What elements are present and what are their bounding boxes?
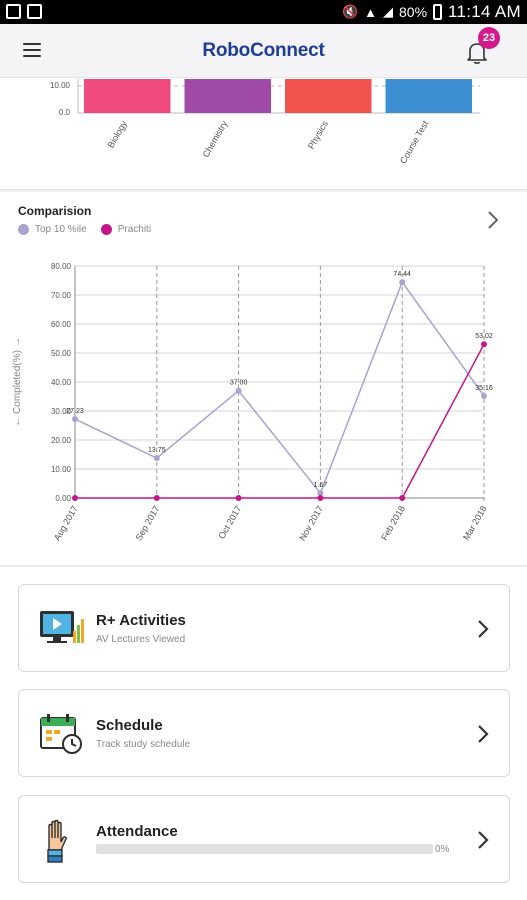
signal-icon: ◢ bbox=[383, 4, 393, 19]
data-point bbox=[399, 495, 406, 501]
notification-app-icon bbox=[6, 4, 21, 19]
status-bar: 🔇 ▲ ◢ 80% 11:14 AM bbox=[0, 0, 527, 24]
gallery-notification-icon bbox=[27, 4, 42, 19]
bar bbox=[385, 79, 472, 113]
section-divider bbox=[0, 565, 527, 567]
legend-item-prachiti: Prachiti bbox=[100, 224, 152, 235]
series-line bbox=[75, 343, 485, 499]
data-label: 74.44 bbox=[393, 271, 411, 278]
bar bbox=[84, 79, 171, 113]
battery-percent: 80% bbox=[399, 4, 428, 20]
data-point bbox=[72, 416, 78, 423]
activities-subtitle: AV Lectures Viewed bbox=[96, 634, 186, 645]
data-point bbox=[235, 387, 242, 394]
y-tick-label: 0.00 bbox=[55, 494, 71, 503]
section-divider bbox=[0, 190, 527, 192]
data-point bbox=[153, 455, 160, 462]
data-label: 37.00 bbox=[230, 380, 248, 387]
x-tick-label: Oct 2017 bbox=[216, 504, 243, 541]
hamburger-menu-icon[interactable] bbox=[23, 43, 41, 57]
subject-bar-chart: 10.00 0.0 Biology Chemistry Physics Course Te… bbox=[0, 79, 527, 190]
attendance-card[interactable]: Attendance 0% bbox=[18, 795, 510, 883]
bar-chart-svg: 10.00 0.0 Biology Chemistry Physics Course Te… bbox=[50, 79, 480, 166]
legend-swatch bbox=[100, 224, 112, 235]
data-label: 27.23 bbox=[66, 408, 84, 415]
y-tick-label: 0.0 bbox=[59, 108, 71, 117]
video-lecture-icon bbox=[40, 611, 84, 643]
y-tick-label: 80.00 bbox=[51, 262, 72, 271]
app-title: RoboConnect bbox=[202, 40, 325, 61]
x-tick-label: Physics bbox=[306, 119, 330, 151]
mute-icon: 🔇 bbox=[341, 4, 359, 19]
attendance-progress-bar bbox=[96, 844, 433, 854]
legend-swatch bbox=[18, 224, 29, 235]
schedule-subtitle: Track study schedule bbox=[96, 739, 191, 750]
x-tick-label: Nov 2017 bbox=[297, 504, 325, 542]
schedule-title: Schedule bbox=[96, 717, 163, 734]
data-point bbox=[72, 495, 78, 501]
data-point bbox=[317, 490, 324, 497]
wifi-icon: ▲ bbox=[364, 4, 377, 20]
activities-card[interactable]: R+ Activities AV Lectures Viewed bbox=[18, 584, 510, 672]
data-point bbox=[235, 495, 242, 501]
x-tick-label: Mar 2018 bbox=[461, 504, 489, 542]
legend-label: Top 10 %ile bbox=[35, 224, 87, 235]
chevron-right-icon[interactable] bbox=[486, 209, 500, 231]
data-point bbox=[317, 495, 324, 501]
y-axis-label: ← Completed(%) → bbox=[12, 337, 23, 426]
app-bar: RoboConnect 23 bbox=[0, 24, 527, 78]
notification-badge[interactable]: 23 bbox=[478, 27, 500, 49]
x-tick-label: Course Test bbox=[398, 119, 431, 166]
comparison-section: 80.00 70.00 60.00 50.00 40.00 30.00 20.00 10.00… bbox=[0, 193, 527, 565]
data-point bbox=[153, 495, 160, 501]
schedule-card[interactable]: Schedule Track study schedule bbox=[18, 689, 510, 777]
data-point bbox=[481, 341, 487, 348]
y-tick-label: 10.00 bbox=[51, 465, 72, 474]
chevron-right-icon[interactable] bbox=[477, 724, 489, 744]
chart-legend: Top 10 %ile Prachiti bbox=[18, 224, 165, 235]
chevron-right-icon[interactable] bbox=[477, 830, 489, 850]
y-tick-label: 10.00 bbox=[50, 81, 71, 90]
x-tick-label: Feb 2018 bbox=[379, 504, 407, 542]
y-tick-label: 60.00 bbox=[51, 320, 72, 329]
data-label: 35.16 bbox=[475, 385, 493, 392]
x-tick-label: Biology bbox=[106, 119, 130, 150]
bar bbox=[285, 79, 372, 113]
y-tick-label: 40.00 bbox=[51, 378, 72, 387]
comparison-title: Comparision bbox=[18, 204, 92, 218]
data-point bbox=[481, 393, 487, 400]
series-line bbox=[74, 280, 485, 495]
y-tick-label: 50.00 bbox=[51, 349, 72, 358]
legend-label: Prachiti bbox=[117, 224, 152, 235]
comparison-line-chart: 80.00 70.00 60.00 50.00 40.00 30.00 20.00 10.00… bbox=[12, 262, 493, 542]
activities-title: R+ Activities bbox=[96, 612, 186, 629]
data-label: 53.02 bbox=[475, 333, 493, 340]
data-label: 1.67 bbox=[314, 482, 328, 489]
legend-item-top10: Top 10 %ile bbox=[18, 224, 87, 235]
data-label: 13.75 bbox=[148, 447, 166, 454]
y-tick-label: 20.00 bbox=[51, 436, 72, 445]
raised-hand-icon bbox=[47, 819, 67, 863]
data-point bbox=[399, 279, 406, 286]
y-tick-label: 70.00 bbox=[51, 291, 72, 300]
bell-icon[interactable] bbox=[462, 37, 492, 67]
calendar-clock-icon bbox=[40, 714, 82, 754]
attendance-progress-text: 0% bbox=[435, 844, 450, 855]
x-tick-label: Sep 2017 bbox=[134, 504, 162, 542]
battery-icon bbox=[433, 4, 443, 20]
x-tick-label: Chemistry bbox=[201, 119, 230, 160]
y-tick-label: 30.00 bbox=[51, 407, 72, 416]
bar bbox=[184, 79, 271, 113]
x-tick-label: Aug 2017 bbox=[52, 504, 80, 542]
chevron-right-icon[interactable] bbox=[477, 619, 489, 639]
clock: 11:14 AM bbox=[448, 2, 521, 21]
attendance-title: Attendance bbox=[96, 823, 178, 840]
